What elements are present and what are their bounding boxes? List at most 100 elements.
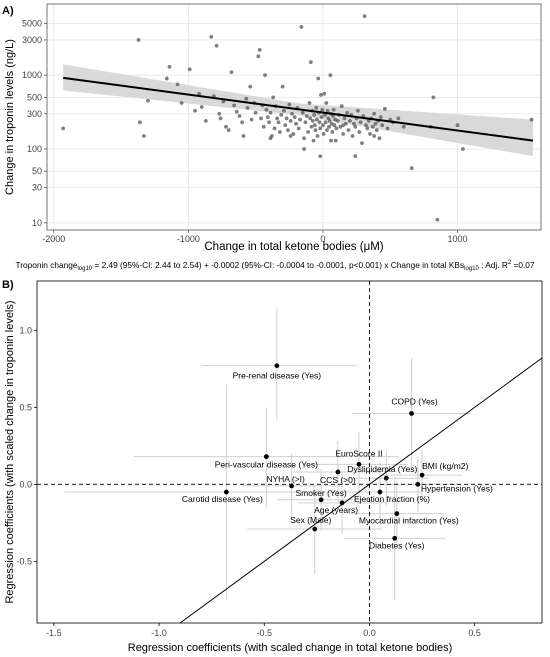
panel-b-frame (36, 280, 543, 624)
data-point (311, 138, 316, 143)
panel-a-y-axis-label: Change in troponin levels (ng/L) (4, 39, 16, 195)
data-point (333, 138, 338, 143)
data-point (209, 34, 214, 39)
y-tick-label: 50 (32, 166, 42, 176)
data-point (318, 154, 323, 159)
panel-b-label: B) (2, 279, 14, 291)
data-point (287, 102, 292, 107)
data-point (300, 110, 305, 115)
panel-b-y-ticks: -0.5 0.0 0.5 1.0 (16, 325, 37, 566)
data-point (358, 120, 363, 125)
coefficient-label: Age (years) (314, 505, 358, 515)
coefficient-point (419, 472, 425, 478)
data-point (350, 134, 355, 138)
data-point (362, 14, 367, 19)
equation-sub-1: log10 (77, 266, 92, 272)
data-point (307, 101, 312, 105)
data-point (327, 119, 332, 123)
data-point (310, 119, 315, 123)
data-point (268, 136, 273, 141)
data-point (263, 73, 267, 78)
data-point (232, 103, 237, 108)
data-point (372, 134, 376, 138)
data-point (365, 126, 370, 131)
data-point (327, 124, 331, 129)
data-point (304, 114, 309, 118)
data-point (341, 132, 346, 136)
data-point (256, 54, 261, 59)
data-point (164, 76, 169, 81)
identity-line (179, 357, 543, 624)
data-point (324, 101, 329, 105)
coefficient-point (339, 500, 345, 506)
data-point (323, 120, 328, 125)
data-point (316, 76, 321, 81)
data-point (374, 128, 379, 133)
data-point (261, 124, 266, 129)
x-tick-label: 0 (320, 234, 325, 244)
coefficient-label: Carotid disease (Yes) (182, 494, 263, 504)
data-point (234, 109, 239, 114)
data-point (203, 119, 208, 123)
coefficient-point (356, 461, 362, 467)
data-point (146, 98, 150, 103)
x-tick-label: -1.5 (46, 628, 62, 638)
data-point (218, 116, 223, 121)
data-point (283, 123, 288, 128)
data-point (187, 67, 192, 72)
data-point (306, 130, 311, 134)
data-point (268, 110, 273, 115)
coefficient-label: Diabetes (Yes) (369, 540, 425, 550)
data-point (175, 82, 180, 87)
data-point (401, 124, 406, 129)
data-point (529, 117, 534, 122)
data-point (328, 73, 333, 78)
y-tick-label: 0.0 (19, 479, 32, 489)
coefficient-point (263, 454, 269, 460)
equation-mid-2: ; Adj. R (479, 260, 508, 270)
x-tick-label: -2000 (42, 234, 65, 244)
coefficient-label: COPD (Yes) (391, 396, 438, 406)
data-point (303, 120, 308, 125)
data-point (353, 124, 358, 129)
data-point (372, 111, 376, 116)
y-tick-label: 30 (32, 183, 42, 193)
data-point (271, 95, 276, 100)
data-point (237, 114, 242, 118)
data-point (380, 123, 385, 128)
y-tick-label: 5000 (22, 19, 42, 29)
data-point (302, 136, 306, 141)
data-point (370, 124, 375, 129)
coefficient-point (274, 363, 280, 369)
coefficient-label: Peri-vascular disease (Yes) (215, 460, 318, 470)
panel-a-y-ticks: 10 30 50 100 300 500 1000 3000 5000 (22, 19, 47, 228)
y-tick-label: 1.0 (19, 325, 32, 335)
data-point (259, 116, 263, 121)
coefficient-point (312, 526, 318, 532)
data-point (280, 84, 285, 89)
data-point (226, 128, 231, 133)
data-point (325, 128, 329, 133)
data-point (335, 119, 340, 123)
data-point (341, 123, 346, 128)
data-point (321, 132, 326, 136)
x-tick-label: -0.5 (256, 628, 272, 638)
data-point (214, 43, 219, 48)
coefficient-label: Dyslipidemia (Yes) (347, 464, 417, 474)
coefficient-point (318, 497, 324, 503)
data-point (360, 141, 364, 146)
data-point (353, 154, 358, 159)
data-point (282, 108, 286, 113)
data-point (330, 130, 335, 134)
data-point (193, 108, 197, 113)
data-point (257, 47, 262, 52)
coefficient-point (335, 469, 341, 475)
data-point (309, 124, 314, 129)
data-point (136, 38, 141, 42)
x-tick-label: -1.0 (151, 628, 167, 638)
y-tick-label: 10 (32, 218, 42, 228)
panel-a-confidence-band (63, 64, 533, 157)
panel-a-equation: Troponin changelog10 = 2.49 (95%-CI: 2.4… (15, 260, 534, 272)
data-point (229, 70, 234, 75)
panel-a-label: A) (2, 5, 14, 17)
